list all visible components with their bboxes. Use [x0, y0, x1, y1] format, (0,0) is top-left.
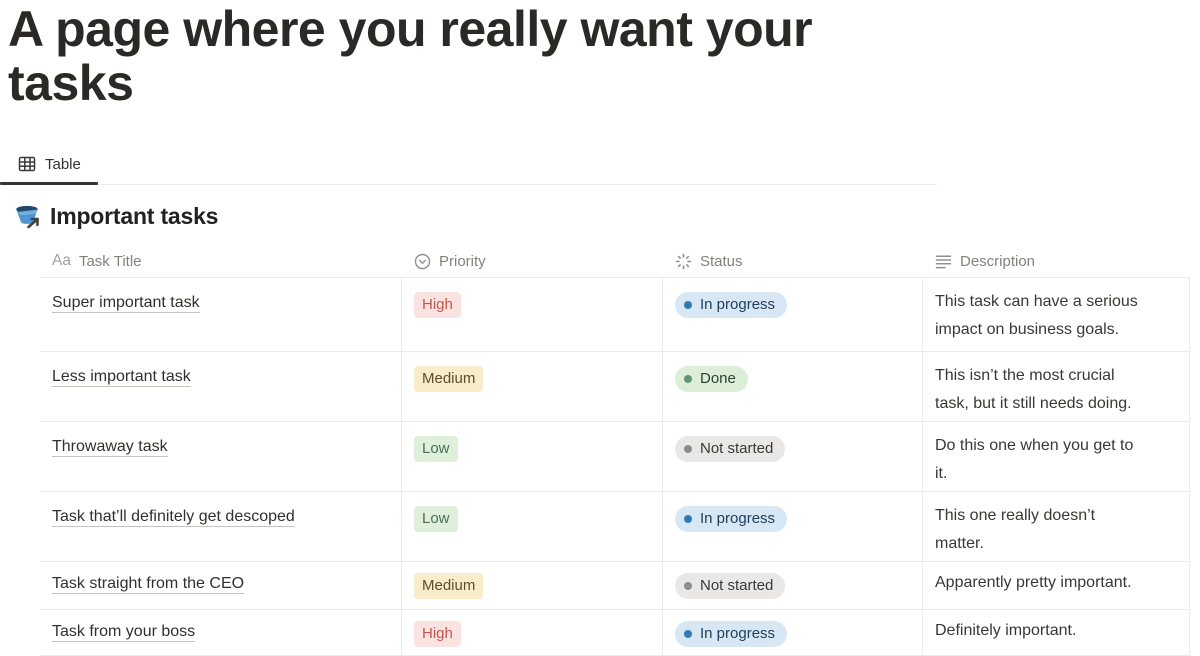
text-lines-icon — [935, 253, 952, 270]
title-aa-icon: Aa — [52, 252, 71, 269]
task-title-link[interactable]: Task that’ll definitely get descoped — [52, 508, 295, 527]
priority-badge[interactable]: Medium — [414, 573, 484, 599]
status-label: In progress — [700, 296, 776, 313]
table-row: Less important task Medium Done This isn… — [40, 352, 1190, 422]
description-cell[interactable]: This task can have a serious impact on b… — [923, 278, 1190, 351]
status-badge[interactable]: In progress — [675, 292, 788, 318]
table-row: Task that’ll definitely get descoped Low… — [40, 492, 1190, 562]
table-row: Task from your boss High In progress Def… — [40, 610, 1190, 656]
task-title-link[interactable]: Throwaway task — [52, 438, 168, 457]
description-text: Do this one when you get to it. — [935, 437, 1134, 482]
task-title-link[interactable]: Less important task — [52, 368, 191, 387]
table-header-row: Aa Task Title Priority — [40, 245, 1190, 278]
tab-table-view[interactable]: Table — [0, 144, 99, 184]
priority-badge[interactable]: Low — [414, 506, 458, 532]
task-title-link[interactable]: Task from your boss — [52, 623, 196, 642]
status-badge[interactable]: In progress — [675, 621, 788, 647]
status-spinner-icon — [675, 253, 692, 270]
task-title-link[interactable]: Task straight from the CEO — [52, 575, 245, 594]
priority-badge[interactable]: High — [414, 621, 461, 647]
status-badge[interactable]: Not started — [675, 436, 786, 462]
select-circle-chevron-icon — [414, 253, 431, 270]
priority-cell[interactable]: Medium — [402, 352, 663, 421]
status-dot-icon — [684, 445, 692, 453]
tab-table-label: Table — [45, 155, 81, 173]
priority-badge[interactable]: High — [414, 292, 461, 318]
task-title-cell[interactable]: Super important task — [40, 278, 402, 351]
task-title-cell[interactable]: Task that’ll definitely get descoped — [40, 492, 402, 561]
table-row: Throwaway task Low Not started Do this o… — [40, 422, 1190, 492]
table-body: Super important task High In progress Th… — [40, 278, 1190, 656]
status-label: In progress — [700, 625, 776, 642]
priority-cell[interactable]: Low — [402, 422, 663, 491]
priority-cell[interactable]: Low — [402, 492, 663, 561]
linked-database-icon — [13, 202, 42, 230]
status-dot-icon — [684, 630, 692, 638]
column-label: Priority — [439, 252, 486, 270]
status-cell[interactable]: In progress — [663, 492, 923, 561]
description-cell[interactable]: Apparently pretty important. — [923, 562, 1190, 609]
column-header-description[interactable]: Description — [923, 245, 1190, 277]
task-title-cell[interactable]: Throwaway task — [40, 422, 402, 491]
table-row: Super important task High In progress Th… — [40, 278, 1190, 352]
status-cell[interactable]: Not started — [663, 562, 923, 609]
status-cell[interactable]: Not started — [663, 422, 923, 491]
database-heading: Important tasks — [13, 202, 218, 230]
description-cell[interactable]: Do this one when you get to it. — [923, 422, 1190, 491]
status-badge[interactable]: In progress — [675, 506, 788, 532]
active-tab-underline — [0, 182, 98, 185]
column-header-priority[interactable]: Priority — [402, 245, 663, 277]
column-header-status[interactable]: Status — [663, 245, 923, 277]
description-cell[interactable]: This isn’t the most crucial task, but it… — [923, 352, 1190, 421]
status-dot-icon — [684, 515, 692, 523]
priority-cell[interactable]: Medium — [402, 562, 663, 609]
view-tab-bar: Table — [0, 144, 937, 185]
column-label: Description — [960, 252, 1036, 270]
column-label: Task Title — [78, 252, 142, 270]
status-cell[interactable]: Done — [663, 352, 923, 421]
priority-cell[interactable]: High — [402, 278, 663, 351]
status-badge[interactable]: Done — [675, 366, 748, 392]
task-title-cell[interactable]: Less important task — [40, 352, 402, 421]
description-cell[interactable]: This one really doesn’t matter. — [923, 492, 1190, 561]
description-text: Apparently pretty important. — [935, 574, 1132, 591]
description-text: This one really doesn’t matter. — [935, 507, 1096, 552]
status-cell[interactable]: In progress — [663, 278, 923, 351]
description-cell[interactable]: Definitely important. — [923, 610, 1190, 655]
priority-badge[interactable]: Medium — [414, 366, 484, 392]
status-label: In progress — [700, 510, 776, 527]
status-dot-icon — [684, 375, 692, 383]
tasks-table: Aa Task Title Priority — [40, 245, 1190, 656]
status-dot-icon — [684, 301, 692, 309]
page-title: A page where you really want your tasks — [8, 1, 813, 111]
priority-cell[interactable]: High — [402, 610, 663, 655]
status-label: Done — [700, 370, 736, 387]
description-text: This task can have a serious impact on b… — [935, 293, 1138, 338]
status-badge[interactable]: Not started — [675, 573, 786, 599]
column-label: Status — [700, 252, 743, 270]
status-label: Not started — [700, 577, 774, 594]
task-title-cell[interactable]: Task from your boss — [40, 610, 402, 655]
database-title[interactable]: Important tasks — [50, 202, 219, 229]
priority-badge[interactable]: Low — [414, 436, 458, 462]
status-dot-icon — [684, 582, 692, 590]
status-label: Not started — [700, 440, 774, 457]
description-text: This isn’t the most crucial task, but it… — [935, 367, 1132, 412]
task-title-cell[interactable]: Task straight from the CEO — [40, 562, 402, 609]
description-text: Definitely important. — [935, 622, 1077, 639]
status-cell[interactable]: In progress — [663, 610, 923, 655]
column-header-task-title[interactable]: Aa Task Title — [40, 245, 402, 277]
table-row: Task straight from the CEO Medium Not st… — [40, 562, 1190, 610]
table-view-icon — [18, 155, 36, 173]
task-title-link[interactable]: Super important task — [52, 294, 200, 313]
